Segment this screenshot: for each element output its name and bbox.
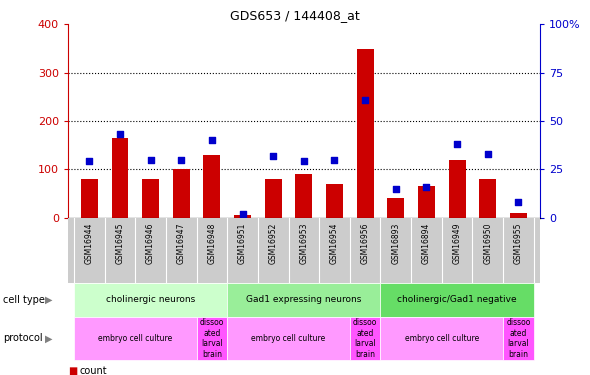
- Point: [238, 211, 247, 217]
- Text: ▶: ▶: [45, 295, 53, 305]
- Text: GSM16953: GSM16953: [299, 223, 309, 264]
- Text: GSM16945: GSM16945: [116, 223, 124, 264]
- Bar: [173, 169, 189, 217]
- Text: GSM16948: GSM16948: [208, 223, 217, 264]
- Point: [391, 186, 401, 192]
- Point: [453, 141, 462, 147]
- Bar: [204, 155, 220, 218]
- Text: dissoo
ated
larval
brain: dissoo ated larval brain: [506, 318, 530, 358]
- Text: ■: ■: [68, 366, 77, 375]
- Bar: [142, 179, 159, 218]
- Point: [176, 157, 186, 163]
- Point: [146, 157, 155, 163]
- Text: GSM16944: GSM16944: [85, 223, 94, 264]
- Text: cholinergic/Gad1 negative: cholinergic/Gad1 negative: [397, 296, 517, 304]
- Text: GSM16893: GSM16893: [391, 223, 400, 264]
- Text: ▶: ▶: [45, 333, 53, 344]
- Point: [84, 159, 94, 165]
- Text: protocol: protocol: [3, 333, 42, 344]
- Text: GSM16946: GSM16946: [146, 223, 155, 264]
- Bar: [112, 138, 129, 218]
- Text: GSM16950: GSM16950: [483, 223, 492, 264]
- Text: GDS653 / 144408_at: GDS653 / 144408_at: [230, 9, 360, 22]
- Point: [268, 153, 278, 159]
- Point: [360, 97, 370, 103]
- Text: embryo cell culture: embryo cell culture: [98, 334, 172, 343]
- Bar: [234, 215, 251, 217]
- Point: [514, 199, 523, 205]
- Bar: [81, 179, 98, 218]
- Point: [483, 151, 493, 157]
- Text: GSM16949: GSM16949: [453, 223, 461, 264]
- Text: GSM16956: GSM16956: [360, 223, 370, 264]
- Text: GSM16894: GSM16894: [422, 223, 431, 264]
- Bar: [296, 174, 312, 217]
- Text: GSM16952: GSM16952: [268, 223, 278, 264]
- Text: embryo cell culture: embryo cell culture: [251, 334, 326, 343]
- Point: [330, 157, 339, 163]
- Text: GSM16955: GSM16955: [514, 223, 523, 264]
- Text: cell type: cell type: [3, 295, 45, 305]
- Text: GSM16947: GSM16947: [177, 223, 186, 264]
- Text: Gad1 expressing neurons: Gad1 expressing neurons: [246, 296, 362, 304]
- Bar: [448, 160, 466, 218]
- Point: [299, 159, 309, 165]
- Text: cholinergic neurons: cholinergic neurons: [106, 296, 195, 304]
- Bar: [388, 198, 404, 217]
- Bar: [326, 184, 343, 218]
- Point: [115, 132, 124, 138]
- Text: GSM16954: GSM16954: [330, 223, 339, 264]
- Bar: [418, 186, 435, 218]
- Text: dissoo
ated
larval
brain: dissoo ated larval brain: [353, 318, 378, 358]
- Text: GSM16951: GSM16951: [238, 223, 247, 264]
- Bar: [510, 213, 527, 217]
- Bar: [479, 179, 496, 218]
- Bar: [357, 48, 373, 217]
- Point: [207, 137, 217, 143]
- Bar: [265, 179, 281, 218]
- Point: [422, 184, 431, 190]
- Text: embryo cell culture: embryo cell culture: [405, 334, 479, 343]
- Text: count: count: [80, 366, 107, 375]
- Text: dissoo
ated
larval
brain: dissoo ated larval brain: [199, 318, 224, 358]
